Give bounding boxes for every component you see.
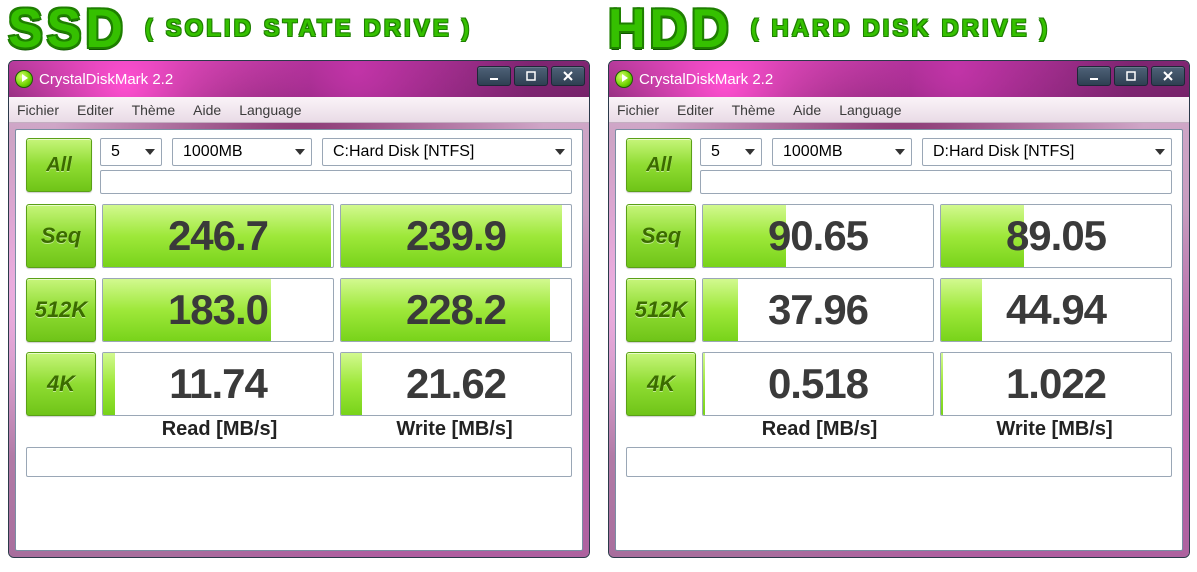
k512-read-cell: 37.96 bbox=[702, 278, 934, 342]
chevron-down-icon bbox=[145, 149, 155, 155]
menu-language[interactable]: Language bbox=[239, 102, 301, 118]
k4-write-value: 21.62 bbox=[341, 353, 571, 415]
client-area: All 5 1000MB C:Hard Disk [NTFS] Seq 246.… bbox=[9, 123, 589, 557]
status-box bbox=[626, 447, 1172, 477]
k512-read-cell: 183.0 bbox=[102, 278, 334, 342]
chevron-down-icon bbox=[295, 149, 305, 155]
k4-read-value: 0.518 bbox=[703, 353, 933, 415]
titlebar[interactable]: CrystalDiskMark 2.2 bbox=[609, 61, 1189, 97]
window-hdd: CrystalDiskMark 2.2 Fichier Editer Thème… bbox=[608, 60, 1190, 558]
disk-value: D:Hard Disk [NTFS] bbox=[933, 143, 1074, 161]
seq-read-cell: 90.65 bbox=[702, 204, 934, 268]
header-hdd: HDD ( HARD DISK DRIVE ) bbox=[608, 0, 1050, 58]
header-ssd: SSD ( SOLID STATE DRIVE ) bbox=[8, 0, 472, 58]
seq-read-cell: 246.7 bbox=[102, 204, 334, 268]
seq-read-value: 246.7 bbox=[103, 205, 333, 267]
chevron-down-icon bbox=[1155, 149, 1165, 155]
chevron-down-icon bbox=[555, 149, 565, 155]
seq-write-value: 89.05 bbox=[941, 205, 1171, 267]
read-label: Read [MB/s] bbox=[102, 418, 337, 441]
k4-write-value: 1.022 bbox=[941, 353, 1171, 415]
titlebar[interactable]: CrystalDiskMark 2.2 bbox=[9, 61, 589, 97]
window-title: CrystalDiskMark 2.2 bbox=[639, 71, 773, 88]
k4-read-value: 11.74 bbox=[103, 353, 333, 415]
k512-write-value: 44.94 bbox=[941, 279, 1171, 341]
menubar: Fichier Editer Thème Aide Language bbox=[9, 97, 589, 123]
seq-write-cell: 89.05 bbox=[940, 204, 1172, 268]
menu-edit[interactable]: Editer bbox=[677, 102, 714, 118]
info-box bbox=[100, 170, 572, 194]
client-area: All 5 1000MB D:Hard Disk [NTFS] Seq 90.6… bbox=[609, 123, 1189, 557]
seq-write-value: 239.9 bbox=[341, 205, 571, 267]
run-all-button[interactable]: All bbox=[626, 138, 692, 192]
chevron-down-icon bbox=[895, 149, 905, 155]
runs-value: 5 bbox=[711, 143, 720, 161]
chevron-down-icon bbox=[745, 149, 755, 155]
menu-edit[interactable]: Editer bbox=[77, 102, 114, 118]
comparison-stage: SSD ( SOLID STATE DRIVE ) HDD ( HARD DIS… bbox=[0, 0, 1197, 572]
disk-select[interactable]: C:Hard Disk [NTFS] bbox=[322, 138, 572, 166]
k4-read-cell: 0.518 bbox=[702, 352, 934, 416]
k4-write-cell: 21.62 bbox=[340, 352, 572, 416]
panel: All 5 1000MB D:Hard Disk [NTFS] Seq 90.6… bbox=[615, 129, 1183, 551]
run-512k-button[interactable]: 512K bbox=[26, 278, 96, 342]
close-button[interactable] bbox=[1151, 66, 1185, 86]
header-hdd-sub: ( HARD DISK DRIVE ) bbox=[751, 15, 1051, 43]
read-label: Read [MB/s] bbox=[702, 418, 937, 441]
k512-read-value: 37.96 bbox=[703, 279, 933, 341]
menu-theme[interactable]: Thème bbox=[132, 102, 176, 118]
disk-value: C:Hard Disk [NTFS] bbox=[333, 143, 474, 161]
minimize-button[interactable] bbox=[1077, 66, 1111, 86]
write-label: Write [MB/s] bbox=[937, 418, 1172, 441]
run-seq-button[interactable]: Seq bbox=[626, 204, 696, 268]
close-button[interactable] bbox=[551, 66, 585, 86]
info-box bbox=[700, 170, 1172, 194]
runs-value: 5 bbox=[111, 143, 120, 161]
run-seq-button[interactable]: Seq bbox=[26, 204, 96, 268]
seq-write-cell: 239.9 bbox=[340, 204, 572, 268]
menu-help[interactable]: Aide bbox=[193, 102, 221, 118]
header-ssd-sub: ( SOLID STATE DRIVE ) bbox=[145, 15, 472, 43]
k512-write-cell: 44.94 bbox=[940, 278, 1172, 342]
k4-write-cell: 1.022 bbox=[940, 352, 1172, 416]
window-title: CrystalDiskMark 2.2 bbox=[39, 71, 173, 88]
status-box bbox=[26, 447, 572, 477]
app-icon bbox=[615, 70, 633, 88]
size-value: 1000MB bbox=[183, 143, 243, 161]
disk-select[interactable]: D:Hard Disk [NTFS] bbox=[922, 138, 1172, 166]
size-value: 1000MB bbox=[783, 143, 843, 161]
k512-read-value: 183.0 bbox=[103, 279, 333, 341]
menu-language[interactable]: Language bbox=[839, 102, 901, 118]
run-all-button[interactable]: All bbox=[26, 138, 92, 192]
runs-select[interactable]: 5 bbox=[700, 138, 762, 166]
k512-write-cell: 228.2 bbox=[340, 278, 572, 342]
size-select[interactable]: 1000MB bbox=[172, 138, 312, 166]
k4-read-cell: 11.74 bbox=[102, 352, 334, 416]
app-icon bbox=[15, 70, 33, 88]
header-ssd-big: SSD bbox=[8, 0, 127, 61]
runs-select[interactable]: 5 bbox=[100, 138, 162, 166]
menubar: Fichier Editer Thème Aide Language bbox=[609, 97, 1189, 123]
size-select[interactable]: 1000MB bbox=[772, 138, 912, 166]
run-4k-button[interactable]: 4K bbox=[26, 352, 96, 416]
menu-file[interactable]: Fichier bbox=[17, 102, 59, 118]
k512-write-value: 228.2 bbox=[341, 279, 571, 341]
maximize-button[interactable] bbox=[1114, 66, 1148, 86]
menu-theme[interactable]: Thème bbox=[732, 102, 776, 118]
menu-file[interactable]: Fichier bbox=[617, 102, 659, 118]
header-hdd-big: HDD bbox=[608, 0, 733, 61]
maximize-button[interactable] bbox=[514, 66, 548, 86]
menu-help[interactable]: Aide bbox=[793, 102, 821, 118]
run-4k-button[interactable]: 4K bbox=[626, 352, 696, 416]
panel: All 5 1000MB C:Hard Disk [NTFS] Seq 246.… bbox=[15, 129, 583, 551]
minimize-button[interactable] bbox=[477, 66, 511, 86]
run-512k-button[interactable]: 512K bbox=[626, 278, 696, 342]
window-ssd: CrystalDiskMark 2.2 Fichier Editer Thème… bbox=[8, 60, 590, 558]
seq-read-value: 90.65 bbox=[703, 205, 933, 267]
write-label: Write [MB/s] bbox=[337, 418, 572, 441]
